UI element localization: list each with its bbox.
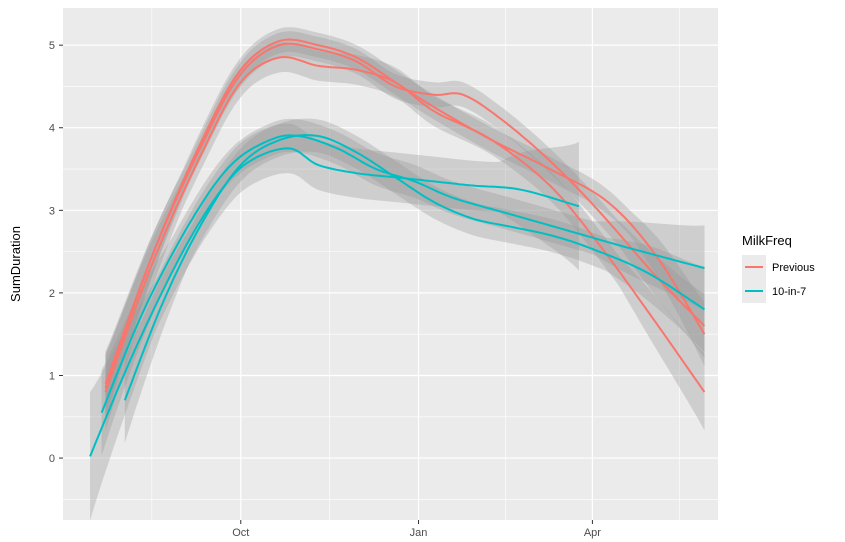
y-tick-label-4: 4 [49, 123, 55, 135]
legend: MilkFreq Previous 10-in-7 [742, 233, 815, 303]
y-tick-label-5: 5 [49, 40, 55, 52]
series-line-10-in-7-3 [89, 147, 580, 457]
series-line-previous-2 [104, 42, 706, 385]
legend-label-previous: Previous [772, 262, 815, 274]
legend-entry-previous: Previous [742, 255, 815, 279]
y-tick-label-1: 1 [49, 370, 55, 382]
y-tick-label-3: 3 [49, 205, 55, 217]
series-lines [89, 38, 706, 457]
y-tick-label-2: 2 [49, 288, 55, 300]
series-line-previous-1 [104, 38, 706, 389]
x-tick-label-jan: Jan [410, 527, 428, 539]
series-line-10-in-7-4 [100, 134, 705, 413]
plot-panel [63, 8, 718, 520]
confidence-band-10-in-7-4 [101, 118, 705, 456]
series-line-10-in-7-5 [123, 134, 706, 401]
confidence-band-10-in-7-5 [124, 118, 705, 444]
legend-title: MilkFreq [742, 233, 792, 248]
x-tick-label-apr: Apr [584, 527, 601, 539]
x-tick-label-oct: Oct [232, 527, 249, 539]
legend-entry-10-in-7: 10-in-7 [742, 279, 806, 303]
minor-grid [63, 8, 718, 520]
y-axis-title: SumDuration [8, 226, 23, 302]
confidence-band-10-in-7-3 [90, 123, 579, 521]
y-tick-label-0: 0 [49, 453, 55, 465]
legend-label-10-in-7: 10-in-7 [772, 286, 806, 298]
y-axis-ticks: 0 1 2 3 4 5 [49, 40, 63, 465]
x-axis-ticks: Oct Jan Apr [232, 520, 601, 539]
